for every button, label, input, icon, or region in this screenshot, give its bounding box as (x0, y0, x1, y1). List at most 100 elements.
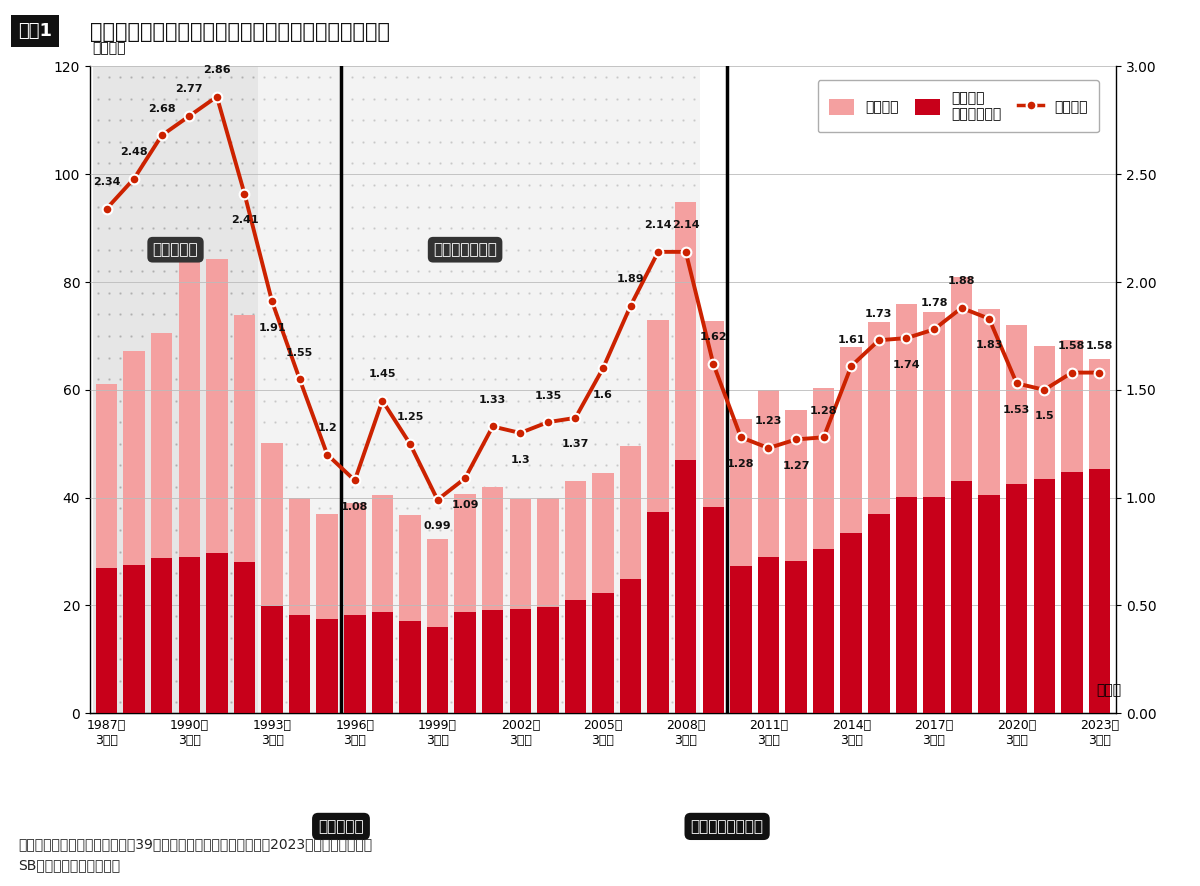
Bar (96, 384, 118, 713)
Bar (262, 606, 283, 713)
Text: 求人総数および民間企業就職希望数・求人倍率の推移: 求人総数および民間企業就職希望数・求人倍率の推移 (90, 22, 390, 43)
Text: 1.27: 1.27 (782, 461, 810, 471)
Bar (785, 561, 806, 713)
Text: 2.14: 2.14 (644, 221, 672, 230)
Text: 1.37: 1.37 (562, 439, 589, 449)
Text: 1.09: 1.09 (451, 500, 479, 509)
Bar (593, 593, 613, 713)
Bar (868, 514, 889, 713)
Text: 0.99: 0.99 (424, 521, 451, 532)
Bar (344, 615, 366, 713)
Text: （倍）: （倍） (1097, 683, 1122, 696)
Text: 2.34: 2.34 (92, 177, 120, 187)
Bar (179, 557, 200, 713)
Bar (923, 497, 944, 713)
Bar (648, 320, 668, 713)
Bar (372, 612, 394, 713)
Bar (1061, 339, 1082, 713)
Bar (1033, 346, 1055, 713)
Text: 1.28: 1.28 (810, 406, 838, 416)
Bar (923, 312, 944, 713)
Bar (372, 495, 394, 713)
Text: 1.78: 1.78 (920, 298, 948, 308)
Text: 2.14: 2.14 (672, 221, 700, 230)
Text: 1.25: 1.25 (396, 412, 424, 423)
Bar (124, 351, 145, 713)
Text: 1.33: 1.33 (479, 395, 506, 405)
Bar (868, 322, 889, 713)
Bar (151, 558, 173, 713)
Text: 1.3: 1.3 (510, 455, 530, 464)
Bar (1088, 469, 1110, 713)
Bar (427, 627, 449, 713)
Bar (482, 487, 504, 713)
Bar (317, 619, 338, 713)
Bar (565, 600, 586, 713)
Text: 2.48: 2.48 (120, 147, 148, 157)
Text: （万人）: （万人） (92, 42, 126, 56)
Bar (427, 540, 449, 713)
Bar (538, 607, 558, 713)
Bar (482, 610, 504, 713)
Text: 1.2: 1.2 (317, 423, 337, 433)
Text: 1.53: 1.53 (1003, 405, 1031, 415)
Legend: 求人総数, 民間企業
就職希望者数, 求人倍率: 求人総数, 民間企業 就職希望者数, 求人倍率 (817, 80, 1099, 132)
Bar (950, 276, 972, 713)
Bar (812, 388, 834, 713)
Text: 2.86: 2.86 (203, 65, 230, 75)
Text: 1.35: 1.35 (534, 391, 562, 400)
Bar (702, 322, 724, 713)
Bar (400, 516, 421, 713)
Text: 1.45: 1.45 (368, 369, 396, 379)
Bar (620, 447, 641, 713)
Bar (1006, 325, 1027, 713)
Bar (96, 568, 118, 713)
Bar (179, 260, 200, 713)
Bar (757, 391, 779, 713)
Bar (674, 202, 696, 713)
Bar (124, 565, 145, 713)
Bar (538, 498, 558, 713)
Text: 1.62: 1.62 (700, 332, 727, 342)
Text: 図表1: 図表1 (18, 22, 52, 40)
Bar (317, 514, 338, 713)
Text: 2.77: 2.77 (175, 84, 203, 95)
Bar (1033, 479, 1055, 713)
Bar (400, 621, 421, 713)
Text: 1.74: 1.74 (893, 360, 920, 369)
Bar (648, 512, 668, 713)
Bar (289, 615, 311, 713)
Text: 1.88: 1.88 (948, 276, 976, 286)
Bar (978, 495, 1000, 713)
Bar (840, 346, 862, 713)
Bar (510, 499, 532, 713)
Bar (510, 610, 532, 713)
Text: 1.55: 1.55 (286, 347, 313, 357)
Bar (1061, 471, 1082, 713)
Bar (978, 309, 1000, 713)
Text: 2.68: 2.68 (148, 104, 175, 114)
Text: 2.41: 2.41 (230, 215, 258, 225)
Bar (950, 481, 972, 713)
Bar (895, 496, 917, 713)
Bar (234, 563, 256, 713)
Bar (206, 553, 228, 713)
Bar (234, 315, 256, 713)
Bar (620, 579, 641, 713)
Bar (289, 498, 311, 713)
Text: 1.83: 1.83 (976, 340, 1003, 350)
Bar (92, 66, 258, 713)
Text: 1.73: 1.73 (865, 308, 893, 319)
Bar (344, 503, 366, 713)
Bar (565, 481, 586, 713)
Text: 1.58: 1.58 (1058, 341, 1086, 351)
Text: 1.6: 1.6 (593, 390, 613, 400)
Bar (455, 612, 476, 713)
Bar (1088, 359, 1110, 713)
Bar (151, 333, 173, 713)
Bar (455, 494, 476, 713)
Text: 1.5: 1.5 (1034, 411, 1054, 422)
Text: バブル世代: バブル世代 (152, 242, 198, 257)
Bar (702, 507, 724, 713)
Bar (812, 549, 834, 713)
